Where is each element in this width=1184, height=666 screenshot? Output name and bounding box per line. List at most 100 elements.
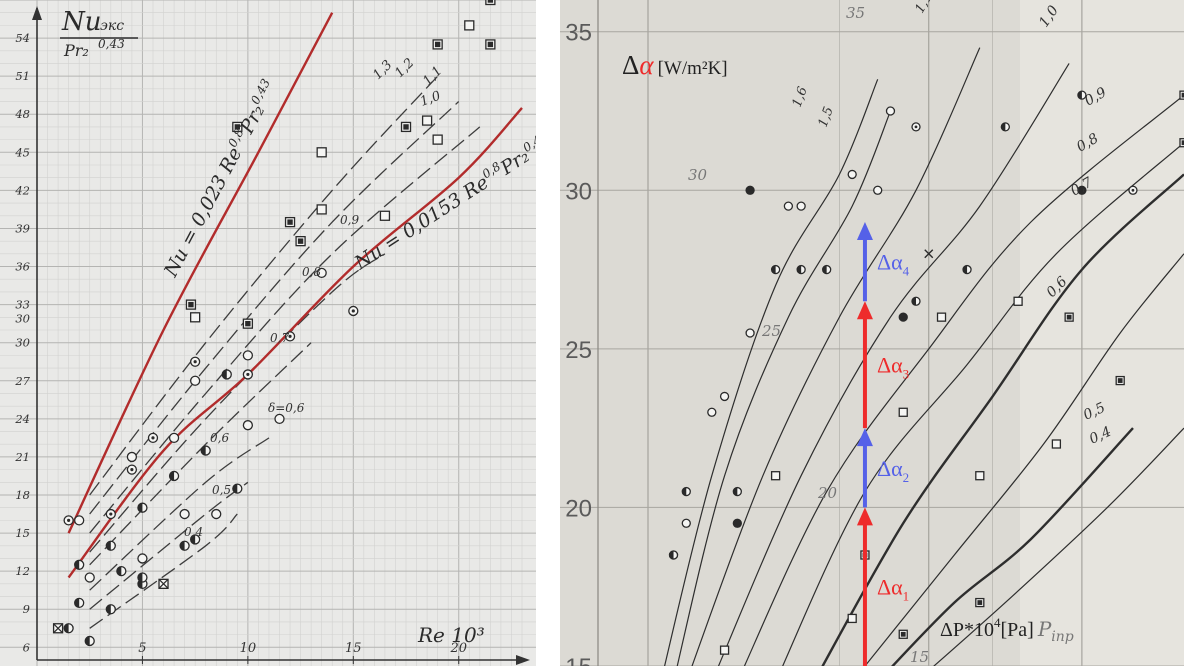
marker-dot (288, 334, 292, 338)
x-axis-title: Re 10³ (417, 623, 485, 647)
nusselt-reynolds-chart: 5 10 15 20691215182124273030333639424548515… (0, 0, 536, 666)
x-axis-arrow (516, 655, 530, 665)
curve-label: 0,6 (210, 431, 229, 445)
curve (664, 79, 879, 666)
data-point (796, 264, 806, 275)
data-point (898, 312, 908, 322)
data-point (84, 572, 95, 583)
marker-fill (297, 238, 304, 244)
handwritten-labels: 30 25 20 15 35 (688, 4, 929, 666)
tick-labels: 5 10 15 20691215182124273030333639424548515… (14, 31, 467, 664)
marker-dot (130, 468, 134, 472)
marker-fill (106, 541, 111, 551)
data-point (137, 572, 148, 583)
data-point (873, 185, 883, 195)
curve-label: 0,8 (302, 265, 321, 279)
marker-fill (188, 301, 194, 308)
y-axis-title: Δα [W/m²K] (622, 50, 728, 80)
data-point (179, 540, 190, 551)
y-tick-label: 54 (15, 31, 30, 45)
marker-dot (109, 512, 113, 516)
fitted-curve (89, 126, 481, 534)
data-point (316, 147, 327, 158)
y-tick-label: 48 (14, 107, 30, 121)
data-point (1179, 90, 1184, 100)
data-point (432, 39, 443, 50)
data-point (847, 169, 857, 180)
y-tick-label: 27 (14, 374, 30, 388)
graph-paper-background (0, 0, 536, 666)
y-title-denominator: Pr₂ (63, 41, 89, 60)
data-point (316, 267, 327, 279)
curve (676, 110, 892, 666)
marker-circle (137, 553, 148, 564)
marker-fill (771, 265, 776, 274)
data-point (1179, 138, 1184, 148)
data-point (190, 375, 201, 386)
x-tick-label: 15 (345, 641, 362, 656)
marker-circle (274, 413, 285, 424)
data-point (898, 407, 908, 417)
arrow-head (856, 428, 873, 447)
marker-cross-line (53, 623, 64, 634)
delta-alpha-arrow: Δα3 (856, 301, 909, 429)
marker-fill (137, 503, 143, 513)
data-point (221, 369, 232, 380)
data-point (1077, 90, 1087, 100)
marker-square (464, 20, 475, 31)
handwritten-label: 30 (688, 166, 708, 184)
marker-fill (180, 541, 185, 551)
y-tick-label: 30 (15, 336, 30, 350)
data-points (668, 90, 1184, 655)
marker-circle (74, 515, 85, 526)
data-point (796, 201, 806, 211)
data-point (158, 578, 169, 589)
marker-square (770, 471, 781, 481)
data-point (126, 451, 138, 463)
marker-square (936, 312, 947, 322)
grid-lines (560, 0, 1184, 666)
curve-label: 0,4 (184, 525, 203, 539)
marker-square (316, 147, 327, 158)
curve-label: 0,9 (340, 213, 359, 227)
data-point (847, 613, 857, 624)
curves (664, 47, 1184, 666)
marker-dot (246, 372, 250, 376)
y-tick-label: 25 (565, 337, 592, 364)
marker-square (316, 204, 327, 215)
marker-dot (914, 125, 918, 129)
data-point (242, 420, 254, 431)
marker-circle (168, 432, 180, 444)
marker-dot (151, 436, 155, 440)
data-point (745, 185, 755, 195)
marker-fill (287, 219, 293, 225)
data-point (63, 515, 74, 526)
data-point (242, 350, 254, 361)
y-tick-label: 6 (23, 640, 30, 654)
data-point (284, 216, 296, 228)
y-tick-label: 35 (565, 20, 592, 47)
data-point (975, 471, 985, 481)
marker-fill (733, 487, 738, 496)
marker-circle (190, 375, 201, 386)
handwritten-label: 35 (846, 4, 865, 22)
data-point (1128, 185, 1138, 195)
data-point (485, 39, 496, 50)
fitted-curve (89, 253, 386, 553)
curve-label: 1,0 (418, 89, 443, 110)
marker-circle (847, 169, 857, 180)
marker-dot (193, 360, 197, 364)
data-point (185, 299, 197, 310)
marker-circle (885, 106, 896, 116)
y-tick-label: 9 (23, 602, 30, 616)
y-axis-arrow (32, 6, 42, 20)
marker-circle (242, 420, 254, 431)
marker-fill (74, 598, 80, 608)
y-tick-label: 33 (15, 298, 30, 312)
marker-fill (222, 369, 227, 379)
marker-fill (190, 534, 196, 544)
data-point (732, 518, 742, 528)
curve-label: 0,5 (212, 483, 231, 497)
marker-square (1051, 439, 1062, 449)
data-point (200, 445, 211, 456)
